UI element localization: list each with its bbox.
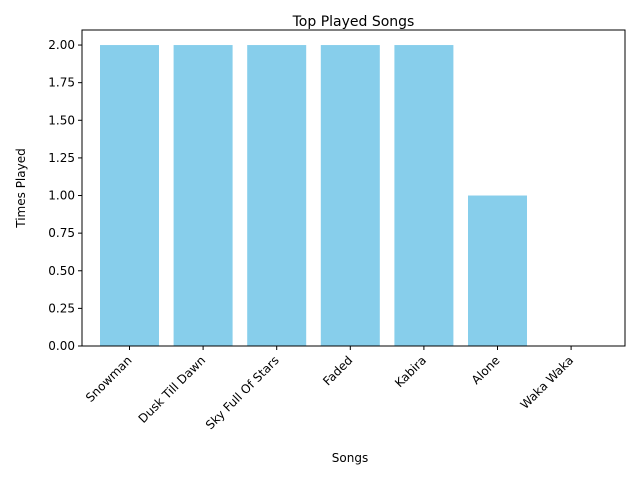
bar-alone (468, 195, 527, 346)
x-tick-label: Faded (320, 353, 355, 388)
y-tick-label: 2.00 (48, 38, 75, 52)
bars-group (100, 45, 527, 347)
y-tick-label: 0.00 (48, 339, 75, 353)
y-tick-label: 0.25 (48, 301, 75, 315)
x-tick-label: Snowman (83, 353, 135, 405)
plot-area-frame (81, 29, 626, 347)
bar-snowman (100, 45, 159, 347)
y-tick-label: 1.50 (48, 113, 75, 127)
y-tick-label: 1.75 (48, 76, 75, 90)
bar-sky-full-of-stars (247, 45, 307, 347)
x-tick-label: Kabira (392, 353, 429, 390)
chart-title: Top Played Songs (292, 14, 415, 30)
y-tick-label: 0.50 (48, 264, 75, 278)
x-tick-label: Waka Waka (518, 353, 577, 412)
x-tick-label: Alone (469, 353, 503, 387)
y-axis: 0.00 0.25 0.50 0.75 1.00 1.25 1.50 1.75 2.00 (48, 38, 82, 353)
bar-dusk-till-dawn (173, 45, 233, 347)
x-tick-label: Dusk Till Dawn (136, 353, 209, 426)
x-tick-label: Sky Full Of Stars (203, 353, 282, 432)
bar-kabira (394, 45, 454, 347)
y-axis-label: Times Played (14, 148, 28, 228)
y-tick-label: 1.25 (48, 151, 75, 165)
y-tick-label: 1.00 (48, 189, 75, 203)
bar-faded (320, 45, 380, 347)
y-tick-label: 0.75 (48, 226, 75, 240)
x-axis-label: Songs (332, 451, 368, 465)
